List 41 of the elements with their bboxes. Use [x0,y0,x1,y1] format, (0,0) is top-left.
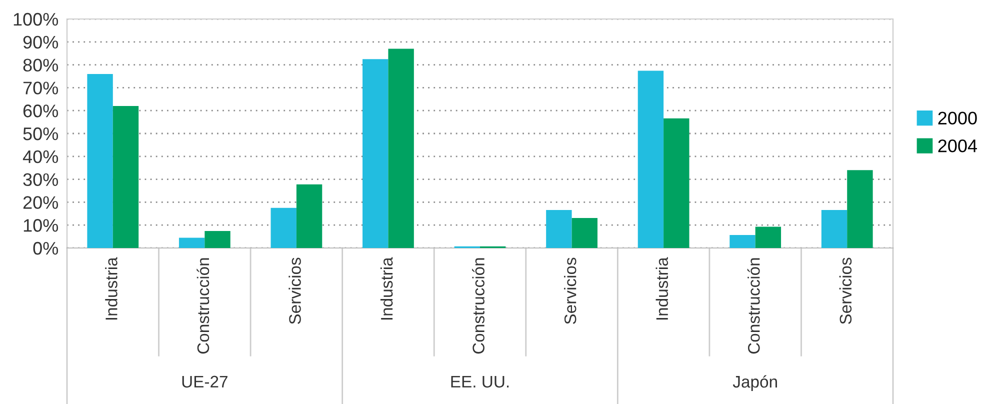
x-tick-label: Servicios [564,258,576,324]
bar [638,70,664,248]
text: Japón [732,375,777,391]
y-tick-label: 20% [23,196,58,209]
bar [847,170,873,248]
x-tick-label: Industria [105,257,118,320]
y-tick-label: 100% [14,12,58,26]
y-tick-label: 30% [23,173,58,186]
bar [270,208,296,248]
bar [204,231,230,248]
bar [112,106,139,248]
bar [388,48,414,248]
y-tick-label: 0% [33,242,58,255]
legend-label: 2004 [938,139,978,152]
x-tick-label: Servicios [839,258,852,324]
bar [664,118,690,248]
x-tick-label: Servicios [288,258,301,324]
x-tick-label: Construcción [196,258,210,354]
y-tick-label: 80% [23,58,58,72]
x-tick-label: Construcción [472,258,484,354]
bar [755,226,782,248]
text: EE. UU. [451,376,509,388]
bar [821,210,848,248]
bar [87,74,113,248]
bar [730,234,756,248]
bar [572,218,598,248]
y-tick-label: 10% [24,219,58,232]
y-tick-label: 60% [23,104,58,118]
x-tick-label: Industria [380,257,393,320]
bar [362,59,388,248]
y-tick-label: 90% [23,36,58,49]
y-tick-label: 50% [23,127,58,140]
x-tick-label: Construcción [747,258,760,354]
bar [546,210,572,248]
bar [178,238,205,248]
y-tick-label: 40% [22,150,58,164]
x-tick-label: Industria [656,257,668,320]
y-tick-label: 70% [23,82,58,94]
bar [296,184,322,248]
legend-label: 2000 [938,112,977,125]
text: UE-27 [182,376,228,388]
